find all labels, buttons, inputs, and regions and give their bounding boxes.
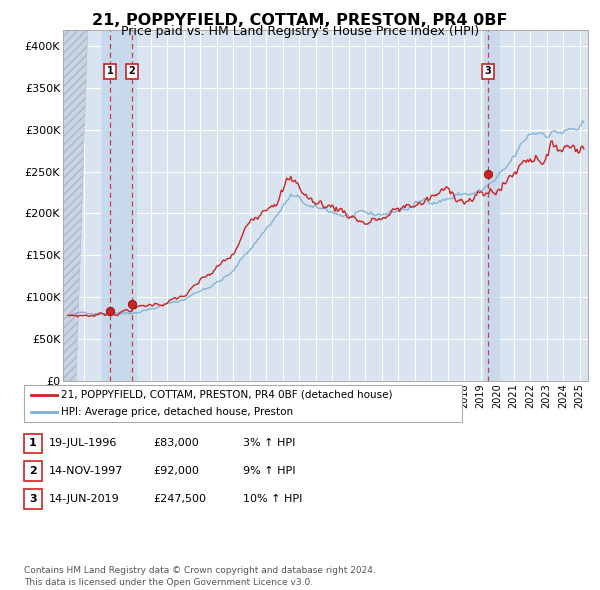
Text: 3% ↑ HPI: 3% ↑ HPI <box>243 438 295 448</box>
Polygon shape <box>63 30 81 381</box>
Bar <box>101 30 137 381</box>
Text: 1: 1 <box>107 66 113 76</box>
Text: 2: 2 <box>29 466 37 476</box>
Text: 14-JUN-2019: 14-JUN-2019 <box>49 494 120 504</box>
Text: 21, POPPYFIELD, COTTAM, PRESTON, PR4 0BF (detached house): 21, POPPYFIELD, COTTAM, PRESTON, PR4 0BF… <box>61 390 392 399</box>
Text: HPI: Average price, detached house, Preston: HPI: Average price, detached house, Pres… <box>61 407 293 417</box>
Bar <box>484 30 500 381</box>
Text: 3: 3 <box>29 494 37 504</box>
Text: 3: 3 <box>485 66 491 76</box>
Text: 19-JUL-1996: 19-JUL-1996 <box>49 438 118 448</box>
Text: 14-NOV-1997: 14-NOV-1997 <box>49 466 124 476</box>
Text: 2: 2 <box>128 66 135 76</box>
Text: £92,000: £92,000 <box>153 466 199 476</box>
Polygon shape <box>63 30 88 381</box>
Text: £83,000: £83,000 <box>153 438 199 448</box>
Text: 1: 1 <box>29 438 37 448</box>
Text: 21, POPPYFIELD, COTTAM, PRESTON, PR4 0BF: 21, POPPYFIELD, COTTAM, PRESTON, PR4 0BF <box>92 13 508 28</box>
Text: 9% ↑ HPI: 9% ↑ HPI <box>243 466 296 476</box>
Text: £247,500: £247,500 <box>153 494 206 504</box>
Text: Contains HM Land Registry data © Crown copyright and database right 2024.
This d: Contains HM Land Registry data © Crown c… <box>24 566 376 587</box>
Text: 10% ↑ HPI: 10% ↑ HPI <box>243 494 302 504</box>
Text: Price paid vs. HM Land Registry's House Price Index (HPI): Price paid vs. HM Land Registry's House … <box>121 25 479 38</box>
